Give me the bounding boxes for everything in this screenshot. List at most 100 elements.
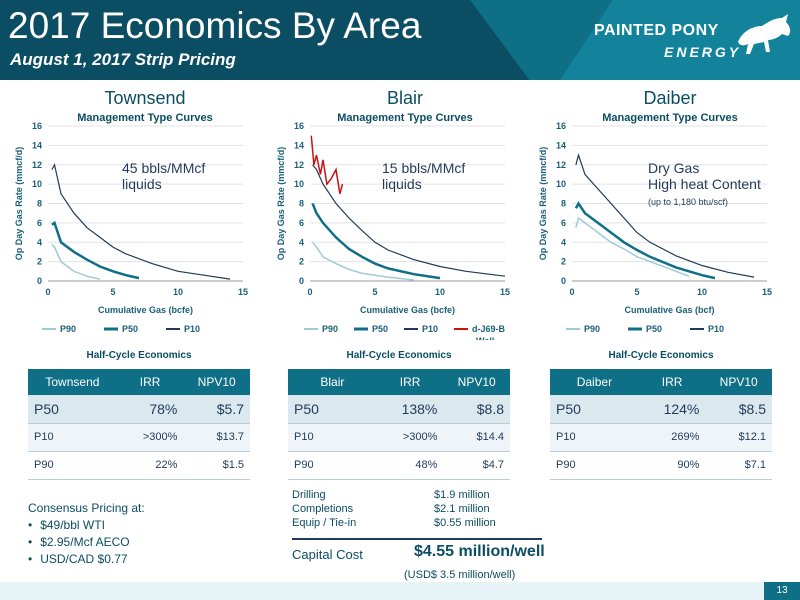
page-title: 2017 Economics By Area [8,5,422,46]
table-cell: 269% [638,423,706,452]
footer-band [0,582,800,600]
annotation-line: liquids [122,176,162,192]
series-line-p50 [51,220,140,280]
x-tick-label: 15 [238,287,248,297]
table-cell: P90 [288,451,377,480]
annotation-line: liquids [382,176,422,192]
legend-label: P50 [646,324,662,334]
series-line-p10 [575,153,755,278]
consensus-item: $49/bbl WTI [28,517,145,534]
table-cell: >300% [376,423,444,452]
table-header-cell: IRR [116,369,184,395]
economics-table-daiber: Daiber IRR NPV10 P50 124% $8.5 P10 269% $12.1 P90… [550,369,772,480]
annotation-line: 45 bbls/MMcf [122,160,206,176]
series-line-p90 [575,216,690,277]
y-axis-label: Op Day Gas Rate (mmcf/d) [276,147,286,261]
legend-label: P10 [184,324,200,334]
capex-label: Drilling [292,489,326,501]
y-tick-label: 16 [294,121,304,131]
table-header-cell: IRR [376,369,444,395]
annotation-blair: 15 bbls/MMcf liquids [382,160,465,192]
y-tick-label: 12 [32,160,42,170]
x-tick-label: 10 [435,287,445,297]
table-cell: $8.8 [443,395,510,424]
annotation-line: High heat Content [648,176,761,192]
capex-divider [292,538,542,540]
x-tick-label: 0 [307,287,312,297]
table-cell: $14.4 [443,423,510,452]
annotation-townsend: 45 bbls/MMcf liquids [122,160,205,192]
y-tick-label: 12 [294,160,304,170]
legend-label: P10 [708,324,724,334]
table-cell: 138% [376,395,444,424]
table-header-cell: NPV10 [705,369,772,395]
capex-total-usd: (USD$ 3.5 million/well) [404,569,516,581]
chart-title-blair: Blair [386,88,423,108]
y-tick-label: 10 [556,179,566,189]
table-header-cell: Blair [288,369,377,395]
x-tick-label: 10 [697,287,707,297]
legend-label: P90 [60,324,76,334]
table-row: P10 >300% $14.4 [288,423,510,452]
annotation-small: (up to 1,180 btu/scf) [648,197,729,207]
y-tick-label: 10 [32,179,42,189]
table-cell: P90 [550,451,639,480]
capex-total-value: $4.55 million/well [414,543,545,560]
table-header-cell: NPV10 [183,369,250,395]
table-cell: P10 [28,423,117,452]
x-tick-label: 5 [372,287,377,297]
y-tick-label: 16 [556,121,566,131]
table-cell: 78% [116,395,184,424]
y-tick-label: 6 [299,218,304,228]
series-line-d-j69-b-well [310,135,344,194]
half-cycle-label: Half-Cycle Economics [346,350,452,361]
x-tick-label: 0 [45,287,50,297]
table-cell: P50 [288,395,377,424]
x-tick-label: 5 [634,287,639,297]
table-cell: $12.1 [705,423,772,452]
table-row: P50 124% $8.5 [550,395,772,424]
table-cell: $7.1 [705,451,772,480]
table-cell: $4.7 [443,451,510,480]
capex-value: $0.55 million [434,517,496,529]
annotation-daiber: Dry Gas High heat Content (up to 1,180 b… [648,160,761,210]
x-axis-label: Cumulative Gas (bcfe) [360,305,455,315]
economics-table-townsend: Townsend IRR NPV10 P50 78% $5.7 P10 >300% $13.7 P… [28,369,250,480]
consensus-title: Consensus Pricing at: [28,501,145,515]
chart-subtitle-townsend: Management Type Curves [77,112,213,124]
y-tick-label: 2 [37,257,42,267]
legend-label: P50 [372,324,388,334]
capex-label: Completions [292,503,354,515]
table-cell: $1.5 [183,451,250,480]
table-cell: 90% [638,451,706,480]
table-row: P50 138% $8.8 [288,395,510,424]
chart-blair: 0 2 4 6 8 10 12 14 16 0 5 10 15 Op Day Gas Rate (mmcf… [276,121,510,340]
table-cell: 124% [638,395,706,424]
legend-label: P50 [122,324,138,334]
table-cell: $5.7 [183,395,250,424]
y-tick-label: 4 [299,237,304,247]
page-subtitle: August 1, 2017 Strip Pricing [10,50,236,69]
y-tick-label: 4 [561,237,566,247]
capex-label: Equip / Tie-in [292,517,357,529]
y-axis-label: Op Day Gas Rate (mmcf/d) [538,147,548,261]
y-tick-label: 14 [556,140,566,150]
y-tick-label: 2 [299,257,304,267]
x-axis-label: Cumulative Gas (bcfe) [98,305,193,315]
consensus-list: $49/bbl WTI $2.95/Mcf AECO USD/CAD $0.77 [28,517,145,568]
table-header-cell: Townsend [28,369,117,395]
chart-title-daiber: Daiber [643,88,697,108]
y-tick-label: 10 [294,179,304,189]
table-cell: P50 [28,395,117,424]
series-line-p90 [51,243,101,280]
y-tick-label: 0 [561,276,566,286]
x-tick-label: 0 [569,287,574,297]
chart-daiber: 0 2 4 6 8 10 12 14 16 0 5 10 15 Op Day Gas Rate (mmcf… [538,121,772,334]
table-header-cell: Daiber [550,369,639,395]
logo-line1: PAINTED PONY [594,22,719,39]
x-axis-label: Cumulative Gas (bcf) [624,305,714,315]
annotation-line: 15 bbls/MMcf [382,160,466,176]
capex-value: $2.1 million [434,503,490,515]
table-row: P90 48% $4.7 [288,451,510,480]
table-row: P50 78% $5.7 [28,395,250,424]
